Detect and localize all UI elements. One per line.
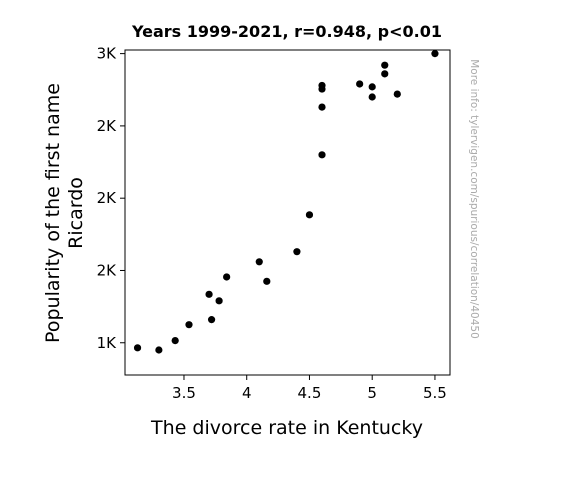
data-point <box>263 277 271 285</box>
x-tick-label: 4 <box>242 384 252 402</box>
data-point <box>318 151 326 159</box>
data-point <box>205 290 213 298</box>
data-point <box>293 248 301 256</box>
x-tick-label: 4.5 <box>298 384 322 402</box>
data-point <box>185 321 193 329</box>
data-point <box>368 83 376 91</box>
data-point <box>318 103 326 111</box>
data-point <box>133 344 142 352</box>
y-tick-label: 3K <box>97 45 118 63</box>
plot-area: 3.5 4 4.5 5 5.5 1K 2K 2K 2K 3K <box>97 45 451 402</box>
data-point <box>381 61 389 69</box>
y-axis-label: Popularity of the first name Ricardo <box>42 83 87 343</box>
y-axis-label-line-1: Popularity of the first name <box>42 83 64 343</box>
data-point <box>393 90 401 98</box>
y-tick-label: 2K <box>97 189 118 207</box>
plot-frame <box>124 49 451 376</box>
y-tick-label: 2K <box>97 261 118 279</box>
y-tick-label: 1K <box>97 334 118 352</box>
y-axis-label-line-2: Ricardo <box>65 177 87 249</box>
data-point <box>318 81 326 90</box>
data-point <box>381 70 389 78</box>
data-point <box>171 336 179 345</box>
x-axis-label: The divorce rate in Kentucky <box>150 417 423 439</box>
data-point <box>207 316 216 324</box>
y-tick-label: 2K <box>97 117 118 135</box>
x-tick-label: 3.5 <box>172 384 196 402</box>
data-point <box>255 258 263 266</box>
chart-title: Years 1999-2021, r=0.948, p<0.01 <box>131 22 442 41</box>
data-point <box>155 346 163 354</box>
data-point <box>368 93 376 101</box>
watermark-text: More info: tylervigen.com/spurious/corre… <box>468 59 480 339</box>
data-point <box>223 273 231 281</box>
data-point <box>215 297 223 305</box>
data-point <box>305 211 314 219</box>
data-point <box>356 80 364 88</box>
x-tick-label: 5.5 <box>423 384 447 402</box>
x-tick-label: 5 <box>367 384 377 402</box>
data-point <box>431 50 439 58</box>
